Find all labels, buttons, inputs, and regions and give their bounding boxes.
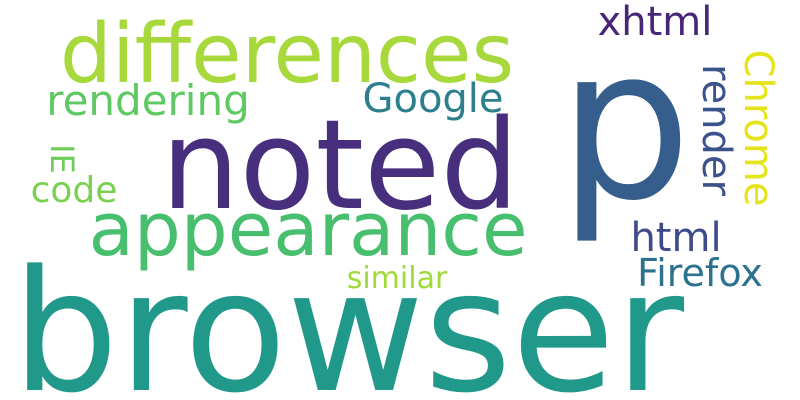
word-render: render [693, 64, 739, 196]
word-chrome: Chrome [735, 49, 781, 207]
word-similar: similar [346, 261, 448, 296]
word-browser: browser [11, 234, 685, 400]
word-noted: noted [160, 94, 520, 238]
word-rendering: rendering [46, 76, 250, 125]
word-code: code [30, 170, 118, 211]
word-p: p [558, 2, 692, 247]
word-html: html [630, 215, 722, 261]
word-xhtml: xhtml [597, 0, 713, 45]
word-google: Google [362, 76, 504, 122]
word-appearance: appearance [88, 187, 528, 273]
word-differences: differences [59, 7, 515, 102]
word-firefox: Firefox [637, 251, 763, 295]
